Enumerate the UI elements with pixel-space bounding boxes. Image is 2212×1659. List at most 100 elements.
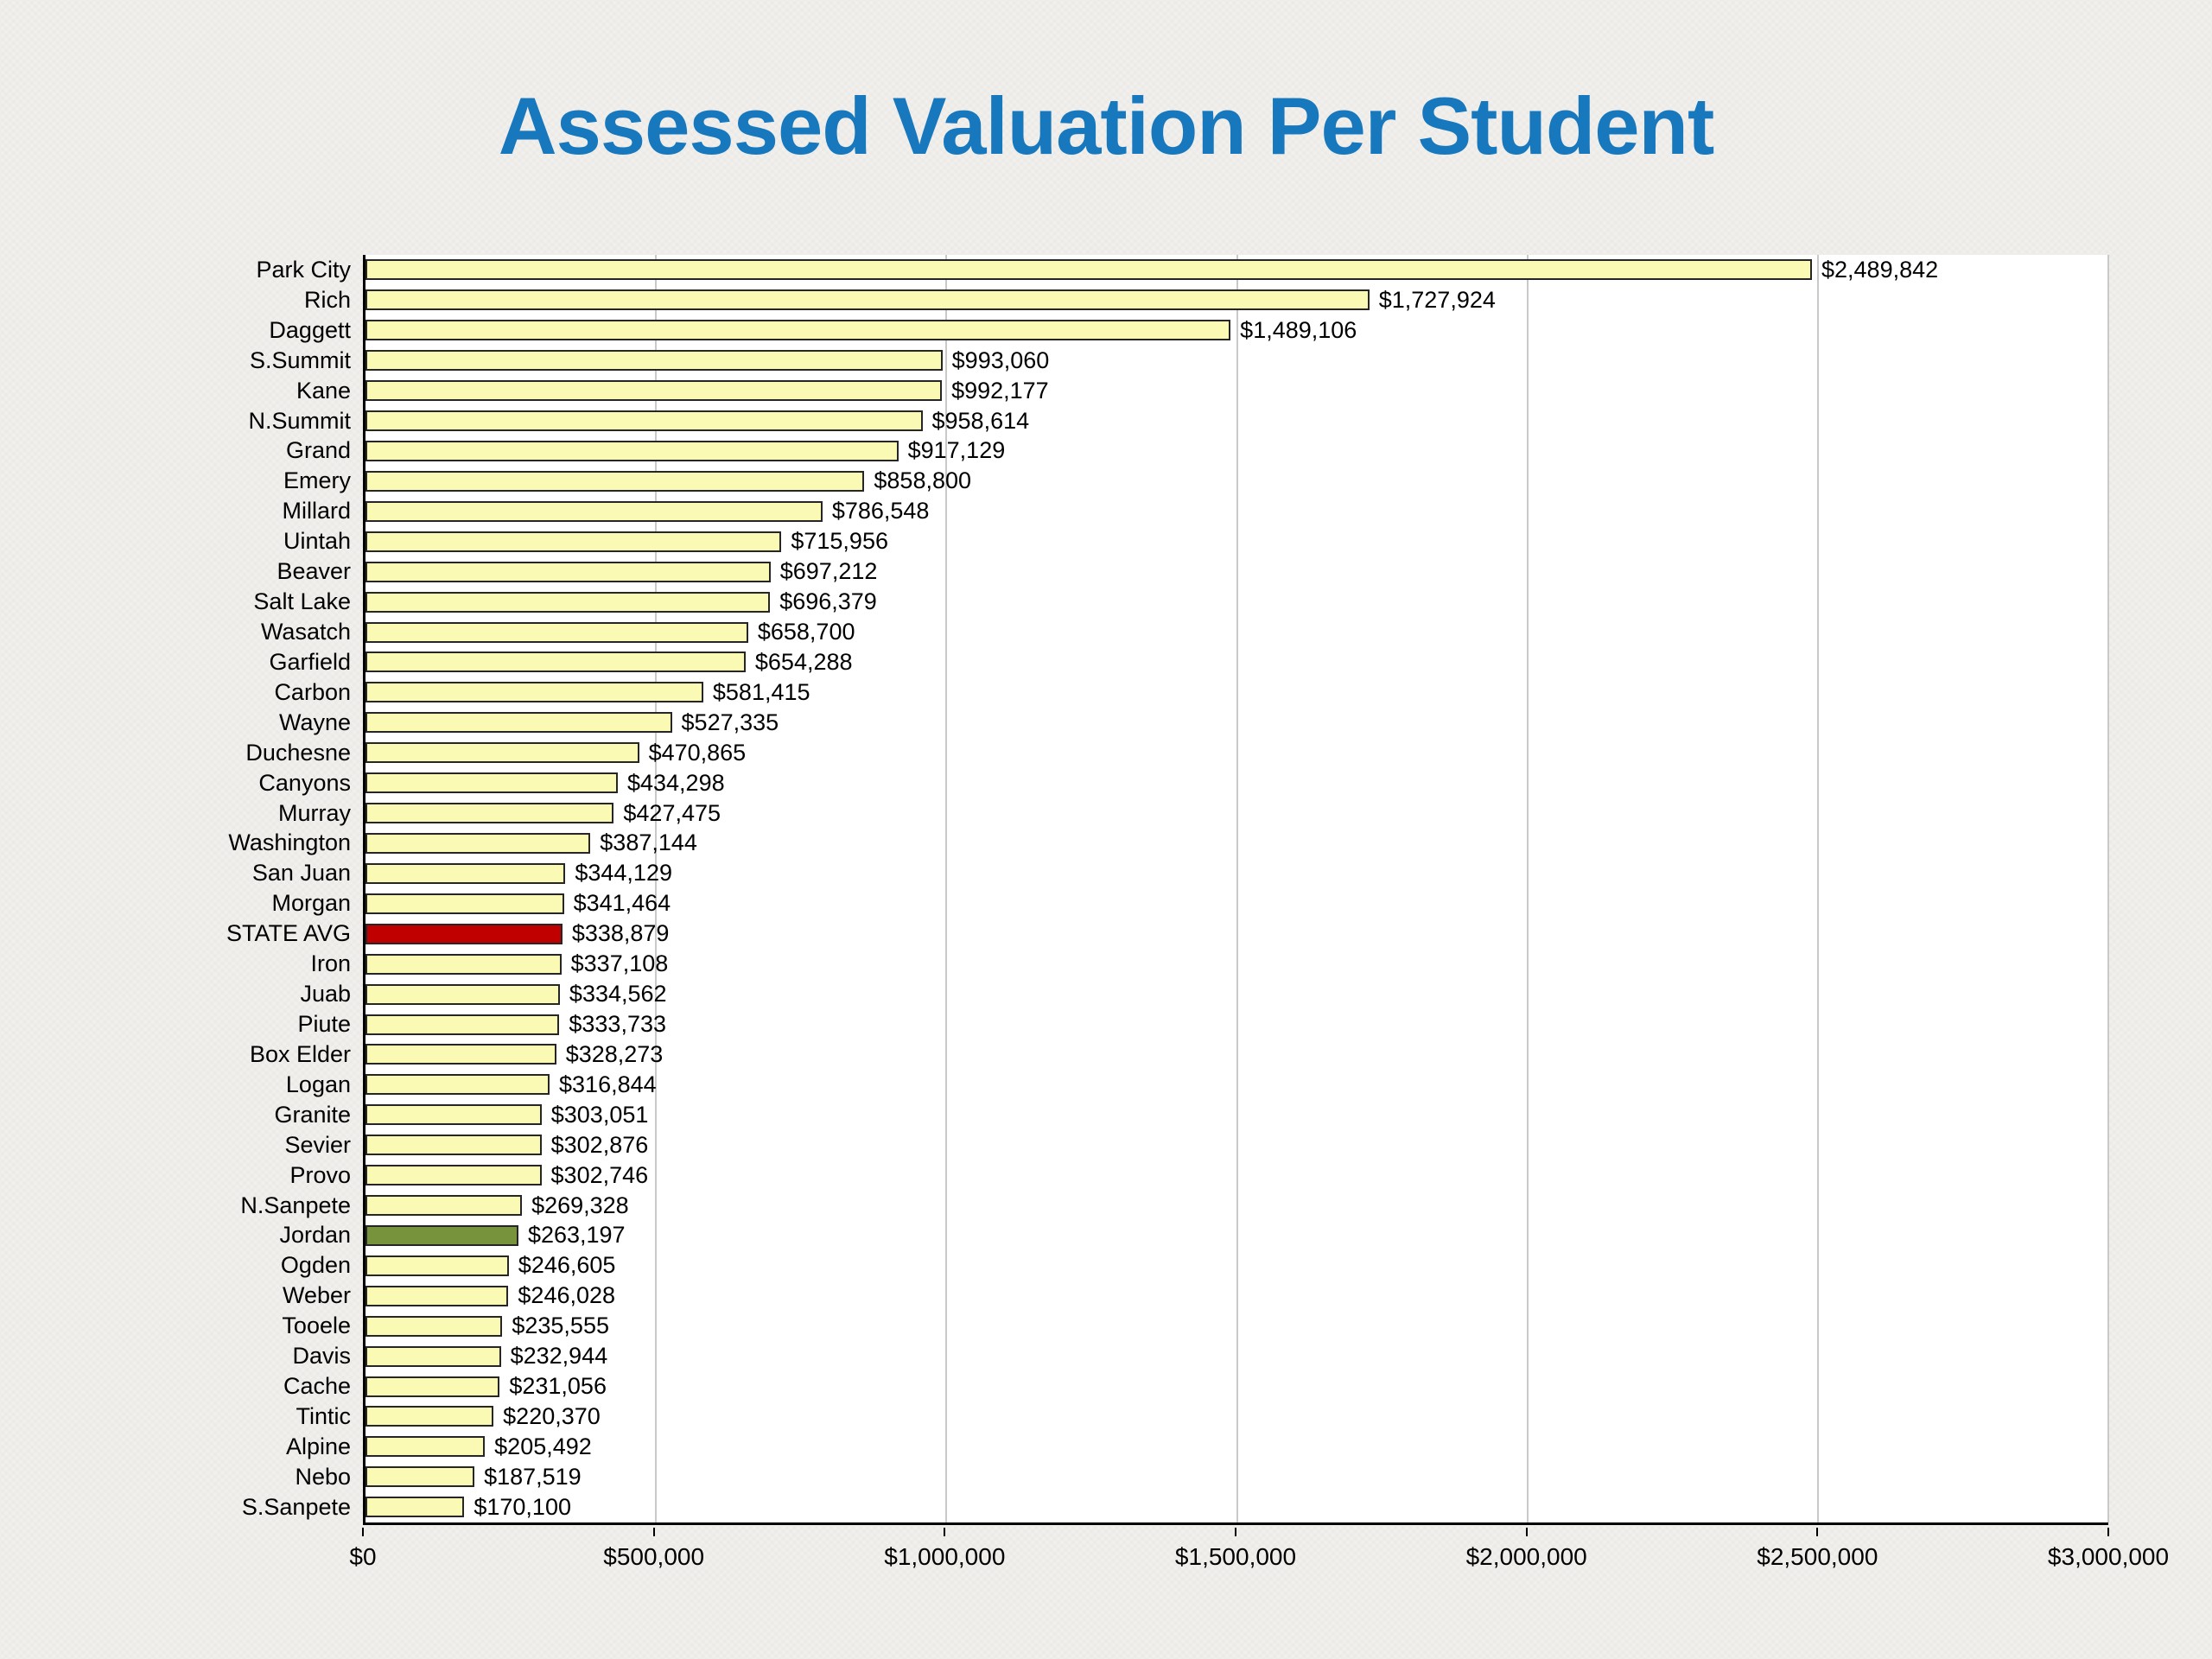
bar bbox=[365, 772, 618, 794]
value-label: $316,844 bbox=[559, 1071, 657, 1097]
value-label: $697,212 bbox=[779, 558, 878, 585]
gridline bbox=[1816, 255, 1819, 1522]
chart-title: Assessed Valuation Per Student bbox=[498, 80, 1715, 171]
category-label: Tintic bbox=[296, 1402, 351, 1429]
x-axis-tick-label: $0 bbox=[349, 1543, 377, 1570]
category-label: San Juan bbox=[251, 860, 351, 887]
category-label: Park City bbox=[256, 256, 351, 283]
value-label: $220,370 bbox=[503, 1402, 601, 1429]
bar bbox=[365, 652, 746, 673]
chart-row: Millard $786,548 bbox=[282, 496, 2108, 526]
chart-row: Box Elder $328,273 bbox=[250, 1039, 2108, 1070]
chart-row: Murray $427,475 bbox=[278, 798, 2108, 829]
chart-row: N.Sanpete $269,328 bbox=[240, 1191, 2108, 1221]
chart-row: Morgan $341,464 bbox=[271, 888, 2108, 918]
category-label: Nebo bbox=[295, 1463, 351, 1490]
value-label: $917,129 bbox=[907, 437, 1006, 464]
bar bbox=[365, 1104, 542, 1126]
category-label: Piute bbox=[297, 1011, 351, 1037]
chart-row: Sevier $302,876 bbox=[284, 1130, 2108, 1160]
value-label: $344,129 bbox=[575, 860, 672, 887]
value-label: $1,727,924 bbox=[1378, 286, 1496, 313]
category-label: Canyons bbox=[258, 769, 351, 796]
category-label: Kane bbox=[296, 377, 351, 404]
value-label: $654,288 bbox=[754, 648, 853, 675]
gridline bbox=[1526, 255, 1529, 1522]
chart-row: Iron $337,108 bbox=[310, 949, 2108, 979]
category-label: Tooele bbox=[282, 1313, 351, 1339]
bar bbox=[365, 1285, 509, 1306]
bar bbox=[365, 1345, 501, 1367]
value-label: $303,051 bbox=[550, 1101, 649, 1128]
value-label: $696,379 bbox=[779, 588, 877, 615]
bar bbox=[365, 591, 771, 613]
bar bbox=[365, 531, 782, 552]
category-label: Garfield bbox=[269, 648, 351, 675]
chart-row: Beaver $697,212 bbox=[276, 556, 2108, 587]
x-axis-tick-label: $2,500,000 bbox=[1757, 1543, 1878, 1570]
value-label: $715,956 bbox=[791, 528, 888, 555]
chart-row: Ogden $246,605 bbox=[281, 1250, 2108, 1281]
category-label: Uintah bbox=[283, 528, 351, 555]
x-axis-tick-mark bbox=[1816, 1528, 1819, 1536]
bar bbox=[365, 983, 560, 1005]
bar bbox=[365, 259, 1812, 281]
category-label: Wayne bbox=[278, 709, 351, 735]
chart-row: Emery $858,800 bbox=[283, 466, 2108, 496]
category-label: Provo bbox=[289, 1161, 351, 1188]
category-label: N.Sanpete bbox=[240, 1192, 351, 1218]
bar bbox=[365, 832, 591, 854]
bar bbox=[365, 923, 563, 944]
bar bbox=[365, 1497, 465, 1518]
chart-row: Tooele $235,555 bbox=[282, 1311, 2108, 1341]
category-label: Weber bbox=[282, 1282, 351, 1309]
chart-row: Granite $303,051 bbox=[274, 1100, 2108, 1130]
gridline bbox=[1236, 255, 1238, 1522]
value-label: $231,056 bbox=[509, 1373, 607, 1400]
bar bbox=[365, 1074, 550, 1096]
category-label: S.Summit bbox=[249, 346, 351, 373]
value-label: $269,328 bbox=[531, 1192, 629, 1218]
category-label: N.Summit bbox=[248, 407, 351, 434]
chart-row: Alpine $205,492 bbox=[286, 1432, 2108, 1462]
bar bbox=[365, 1014, 560, 1035]
value-label: $581,415 bbox=[712, 678, 810, 705]
chart-row: S.Sanpete $170,100 bbox=[242, 1492, 2108, 1522]
value-label: $337,108 bbox=[570, 950, 669, 977]
value-label: $263,197 bbox=[527, 1222, 626, 1249]
bar bbox=[365, 1436, 486, 1458]
category-label: Cache bbox=[283, 1373, 351, 1400]
value-label: $658,700 bbox=[757, 619, 855, 645]
category-label: Millard bbox=[282, 498, 351, 524]
category-label: Iron bbox=[310, 950, 351, 977]
value-label: $246,605 bbox=[518, 1252, 616, 1279]
category-label: Morgan bbox=[271, 890, 351, 917]
value-label: $205,492 bbox=[494, 1433, 592, 1459]
x-axis-tick-mark bbox=[944, 1528, 946, 1536]
bar bbox=[365, 380, 943, 402]
bar bbox=[365, 1315, 503, 1337]
chart-row: Logan $316,844 bbox=[286, 1070, 2108, 1100]
category-label: Rich bbox=[303, 286, 351, 313]
bar bbox=[365, 500, 823, 522]
gridline bbox=[655, 255, 658, 1522]
category-label: Granite bbox=[274, 1101, 351, 1128]
category-label: Emery bbox=[283, 467, 351, 494]
chart-row: Grand $917,129 bbox=[286, 436, 2108, 467]
value-label: $328,273 bbox=[565, 1040, 664, 1067]
chart-row: Canyons $434,298 bbox=[258, 768, 2108, 798]
value-label: $187,519 bbox=[484, 1463, 582, 1490]
value-label: $993,060 bbox=[951, 346, 1050, 373]
value-label: $427,475 bbox=[623, 799, 721, 826]
value-label: $246,028 bbox=[518, 1282, 616, 1309]
category-label: S.Sanpete bbox=[241, 1493, 351, 1520]
value-label: $958,614 bbox=[931, 407, 1030, 434]
chart-row: Wasatch $658,700 bbox=[261, 617, 2108, 647]
category-label: Juab bbox=[300, 981, 351, 1007]
value-label: $858,800 bbox=[874, 467, 972, 494]
bar bbox=[365, 1195, 523, 1217]
value-label: $470,865 bbox=[648, 739, 747, 766]
chart-row: Daggett $1,489,106 bbox=[269, 315, 2108, 346]
category-label: Carbon bbox=[274, 678, 351, 705]
bar bbox=[365, 289, 1370, 311]
